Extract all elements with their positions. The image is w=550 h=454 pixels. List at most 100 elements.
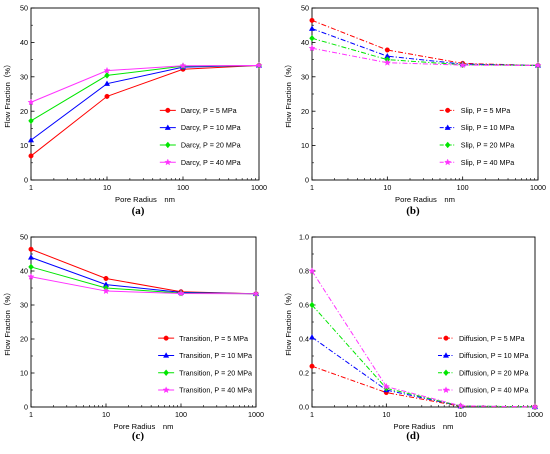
data-point — [27, 98, 35, 106]
legend-marker — [443, 335, 449, 341]
series-4 — [27, 61, 263, 106]
y-tick-label: 20 — [301, 107, 309, 116]
plot-frame — [311, 236, 536, 408]
legend-label: Slip, P = 40 MPa — [461, 158, 515, 167]
y-tick-label: 40 — [20, 267, 28, 276]
legend-label: Slip, P = 20 MPa — [461, 141, 515, 150]
panel-label: (c) — [132, 430, 145, 442]
y-tick-label: 50 — [20, 233, 28, 242]
data-point — [104, 93, 110, 99]
x-tick-label: 1 — [29, 183, 33, 192]
series-4 — [308, 267, 539, 410]
y-axis-label: Flow Fraction（%） — [3, 60, 12, 128]
data-point — [252, 290, 260, 297]
data-point — [384, 47, 390, 53]
legend-marker — [442, 352, 450, 358]
chart-panel-3: 1 10 100 1000 0 10 20 30 40 50 Pore Radius nm Flow … — [3, 233, 264, 442]
legend-marker — [444, 124, 451, 130]
y-tick-label: 50 — [301, 4, 309, 13]
data-point — [27, 136, 35, 143]
legend-marker — [444, 141, 451, 149]
legend: Slip, P = 5 MPa Slip, P = 10 MPa Slip, P =… — [439, 106, 515, 167]
y-tick-label: 20 — [20, 335, 28, 344]
x-axis-label: Pore Radius nm — [394, 422, 454, 431]
data-point — [309, 301, 315, 309]
legend: Darcy, P = 5 MPa Darcy, P = 10 MPa Darcy, … — [159, 106, 241, 167]
data-point — [103, 66, 111, 74]
x-tick-label: 1 — [310, 183, 314, 192]
series-line — [30, 248, 257, 295]
y-axis-label: Flow Fraction（%） — [284, 60, 293, 128]
data-point — [177, 289, 185, 297]
y-tick-label: 0.0 — [299, 403, 309, 412]
data-point — [309, 363, 315, 369]
x-tick-label: 10 — [382, 410, 390, 419]
data-point — [27, 254, 35, 260]
data-point — [308, 267, 316, 275]
data-point — [102, 287, 110, 295]
x-tick-label: 1000 — [527, 410, 543, 419]
series-line — [311, 304, 536, 408]
data-point — [308, 25, 316, 31]
panel-label: (b) — [406, 205, 420, 217]
legend-label: Diffusion, P = 20 MPa — [459, 368, 528, 377]
series-2 — [308, 25, 542, 68]
x-tick-label: 1 — [29, 410, 33, 419]
legend-marker — [165, 141, 171, 149]
panel-label: (d) — [406, 430, 420, 442]
series-line — [30, 64, 260, 103]
data-point — [383, 58, 391, 66]
series-line — [30, 266, 257, 295]
x-tick-label: 100 — [455, 410, 467, 419]
legend-label: Diffusion, P = 40 MPa — [459, 386, 528, 395]
legend-marker — [164, 158, 172, 166]
data-point — [308, 44, 316, 52]
legend-label: Darcy, P = 10 MPa — [181, 123, 241, 132]
series-line — [311, 28, 539, 66]
x-tick-label: 10 — [383, 183, 391, 192]
data-point — [382, 382, 390, 390]
data-point — [27, 273, 35, 280]
legend-label: Darcy, P = 20 MPa — [181, 141, 241, 150]
plot-frame — [311, 7, 539, 181]
legend-label: Diffusion, P = 10 MPa — [459, 351, 528, 360]
y-tick-label: 40 — [20, 38, 28, 47]
legend-label: Slip, P = 10 MPa — [461, 123, 515, 132]
series-line — [311, 47, 539, 66]
panel-label: (a) — [132, 205, 145, 217]
series-1 — [309, 17, 541, 68]
legend-label: Diffusion, P = 5 MPa — [459, 334, 524, 343]
data-point — [309, 34, 315, 42]
series-line — [311, 270, 536, 408]
x-axis-label: Pore Radius nm — [115, 195, 175, 204]
y-tick-label: 40 — [301, 38, 309, 47]
chart-panel-1: 1 10 100 1000 0 10 20 30 40 50 Pore Radius nm Flow … — [3, 4, 267, 217]
y-tick-label: 0 — [305, 176, 309, 185]
series-line — [311, 19, 539, 66]
y-tick-label: 0.4 — [299, 335, 309, 344]
legend-marker — [444, 158, 452, 166]
y-tick-label: 20 — [20, 107, 28, 116]
legend-label: Darcy, P = 40 MPa — [181, 158, 241, 167]
data-point — [28, 153, 34, 159]
data-point — [308, 334, 316, 340]
x-tick-label: 100 — [457, 183, 469, 192]
legend-marker — [445, 107, 451, 113]
data-point — [103, 80, 111, 86]
legend: Transition, P = 5 MPa Transition, P = 10 … — [158, 334, 252, 395]
y-axis-label: Flow Fraction（%） — [3, 288, 12, 356]
legend-marker — [163, 369, 169, 377]
y-tick-label: 0.6 — [299, 301, 309, 310]
data-point — [103, 275, 109, 281]
legend-label: Slip, P = 5 MPa — [461, 106, 511, 115]
x-tick-label: 100 — [175, 410, 187, 419]
y-tick-label: 30 — [301, 72, 309, 81]
data-point — [179, 62, 187, 69]
legend-marker — [162, 386, 170, 394]
y-tick-label: 30 — [20, 72, 28, 81]
y-tick-label: 30 — [20, 301, 28, 310]
data-point — [255, 61, 263, 69]
x-tick-label: 10 — [102, 410, 110, 419]
x-tick-label: 1 — [310, 410, 314, 419]
